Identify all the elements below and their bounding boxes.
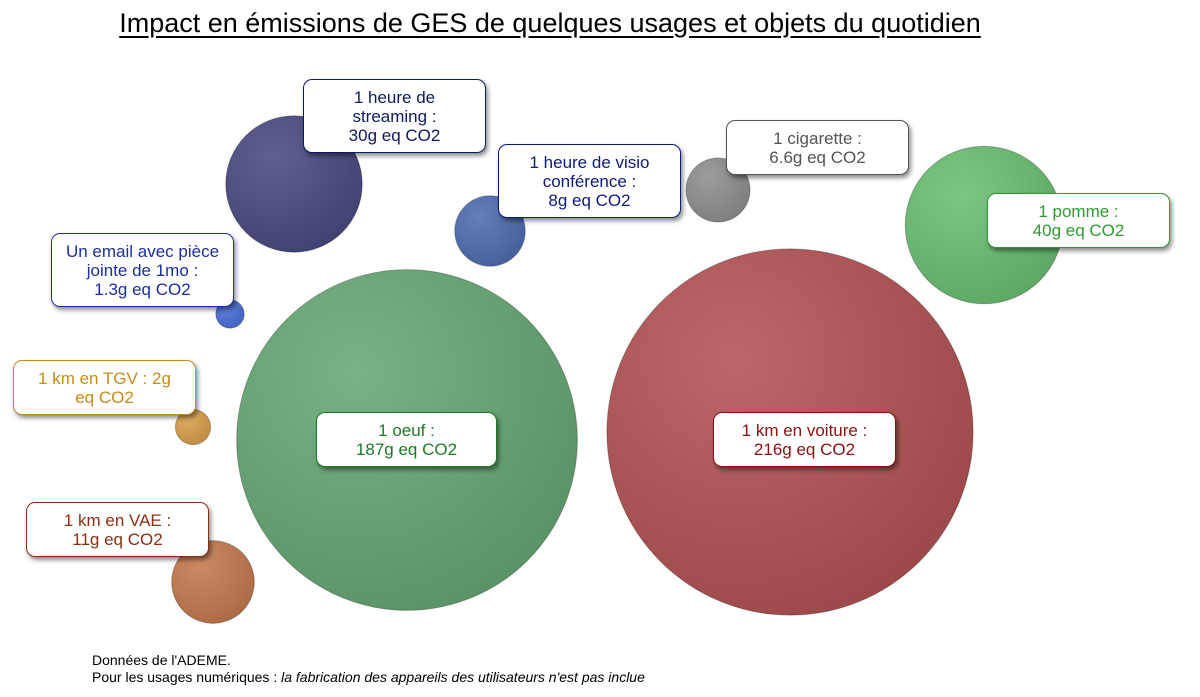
label-line: eq CO2 <box>75 387 134 407</box>
label-line: 1 pomme : <box>1038 201 1119 221</box>
label-email: Un email avec pièce jointe de 1mo :1.3g e… <box>51 233 234 307</box>
label-line: jointe de 1mo : <box>86 260 199 280</box>
label-tgv: 1 km en TGV : 2g eq CO2 <box>13 360 196 415</box>
label-line: 6.6g eq CO2 <box>769 147 866 167</box>
label-cigarette: 1 cigarette :6.6g eq CO2 <box>726 120 909 175</box>
label-streaming: 1 heure de streaming :30g eq CO2 <box>303 79 486 153</box>
label-line: conférence : <box>542 171 637 191</box>
footer-disclaimer: Pour les usages numériques : la fabricat… <box>92 669 645 685</box>
label-line: 11g eq CO2 <box>72 529 163 549</box>
label-vae: 1 km en VAE :11g eq CO2 <box>26 502 209 557</box>
footer-source: Données de l'ADEME. <box>92 652 231 668</box>
bubble-shade-pomme <box>905 146 1063 304</box>
label-line: 1 cigarette : <box>773 128 862 148</box>
label-line: 1 km en TGV : 2g <box>38 368 171 388</box>
bubble-shade-tgv <box>175 409 211 445</box>
label-line: 1.3g eq CO2 <box>94 279 191 299</box>
label-line: Un email avec pièce <box>65 241 220 261</box>
label-line: streaming : <box>352 106 437 126</box>
bubble-shade-vae <box>171 540 255 624</box>
label-line: 1 heure de visio <box>529 152 650 172</box>
label-line: 1 km en VAE : <box>63 510 172 530</box>
label-line: 1 oeuf : <box>378 420 435 440</box>
chart-title: Impact en émissions de GES de quelques u… <box>119 8 981 38</box>
label-line: 216g eq CO2 <box>753 439 856 459</box>
label-visio: 1 heure de visio conférence :8g eq CO2 <box>498 144 681 218</box>
label-line: 1 km en voiture : <box>741 420 868 440</box>
label-oeuf: 1 oeuf :187g eq CO2 <box>316 412 497 467</box>
label-line: 187g eq CO2 <box>355 439 458 459</box>
label-voiture: 1 km en voiture :216g eq CO2 <box>713 412 896 467</box>
label-pomme: 1 pomme :40g eq CO2 <box>987 193 1170 248</box>
label-line: 30g eq CO2 <box>348 125 441 145</box>
label-line: 40g eq CO2 <box>1032 220 1125 240</box>
footer-note: Données de l'ADEME. Pour les usages numé… <box>92 652 645 686</box>
label-line: 1 heure de <box>353 87 436 107</box>
label-line: 8g eq CO2 <box>548 190 631 210</box>
